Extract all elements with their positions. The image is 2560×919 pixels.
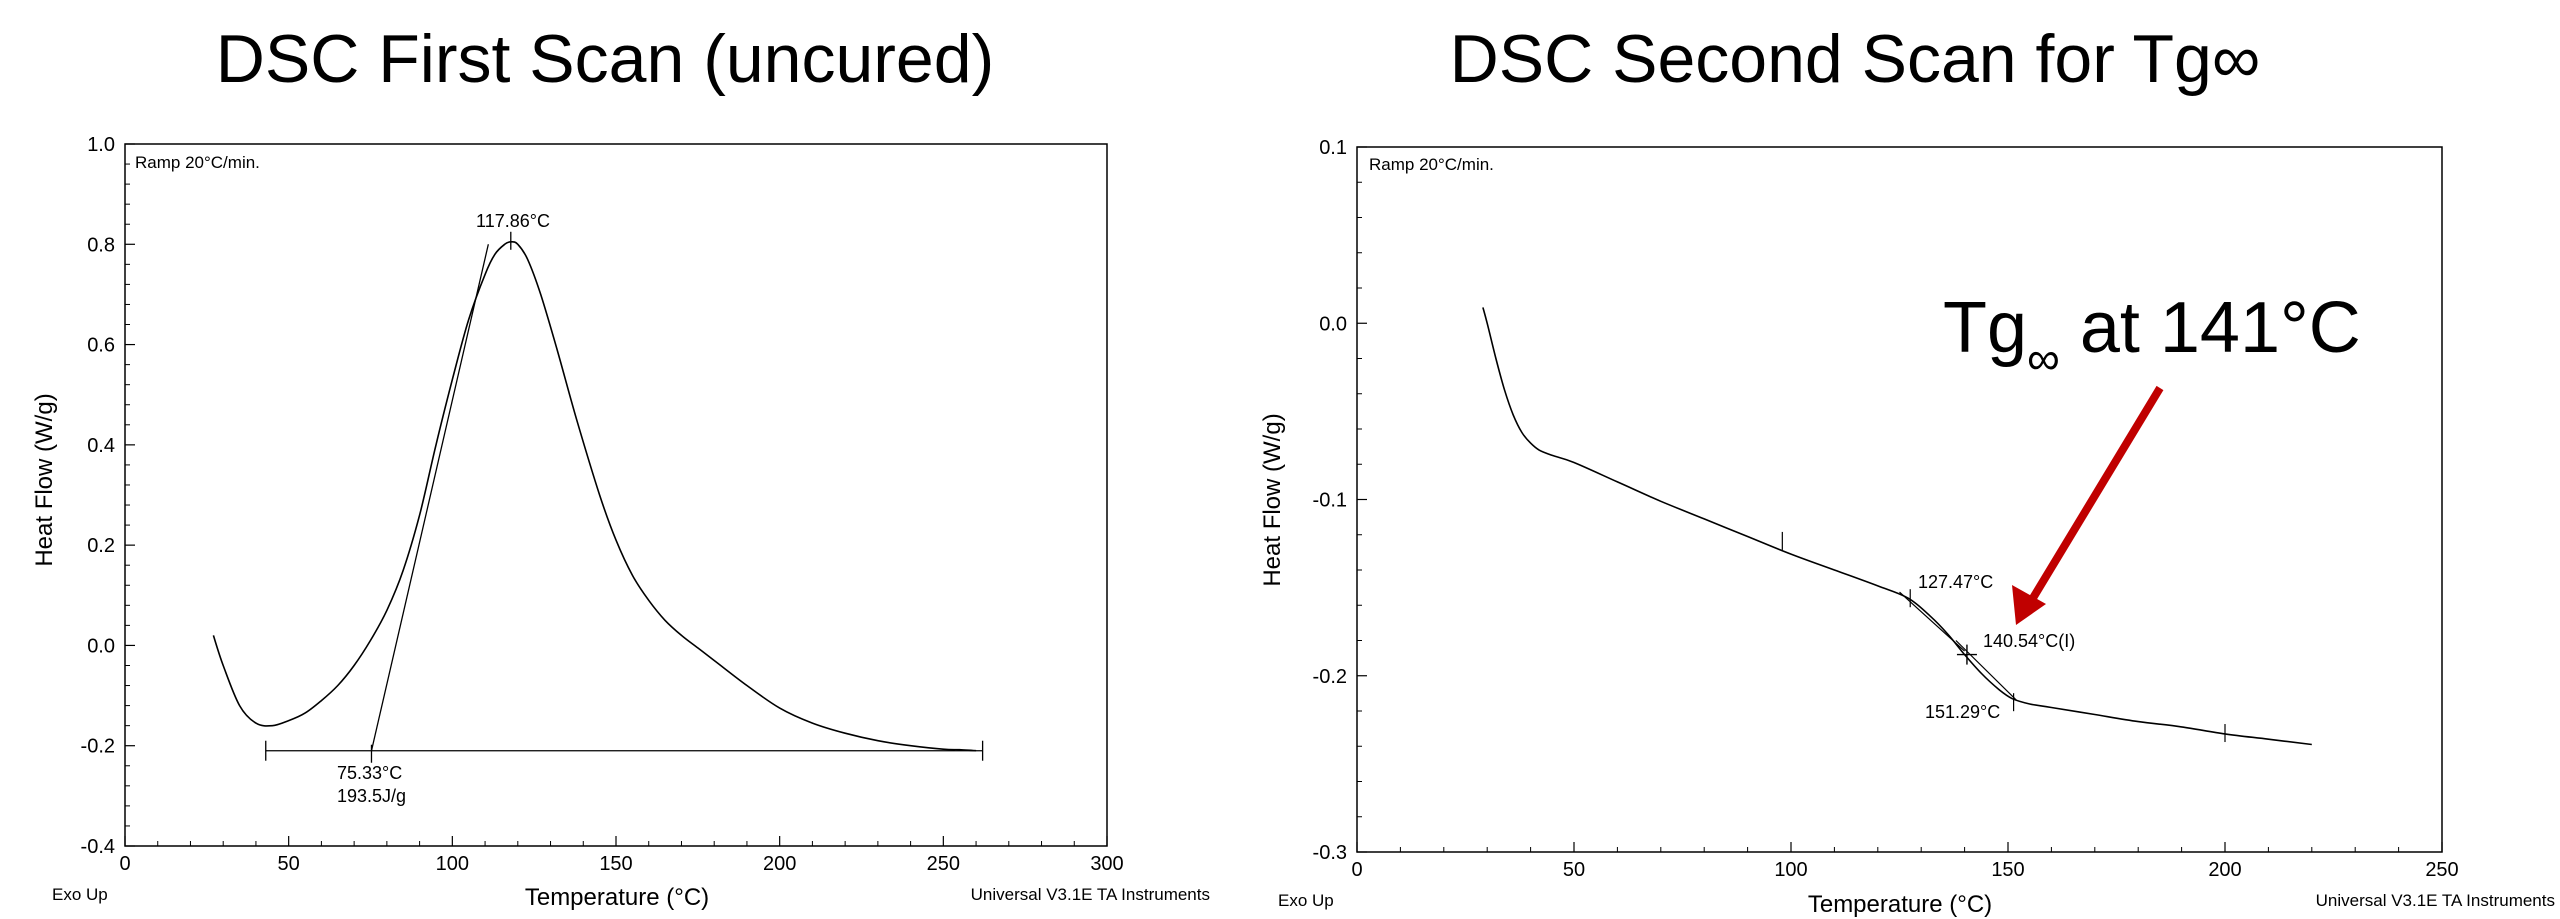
y-tick-label-0-6: 0.8: [87, 234, 115, 256]
x-tick-label-1-3: 150: [1991, 859, 2024, 881]
instrument-label-first: Universal V3.1E TA Instruments: [971, 885, 1210, 904]
y-tick-label-0-2: 0.0: [87, 635, 115, 657]
y-axis-label-first: Heat Flow (W/g): [31, 393, 58, 566]
onset-tangent-line: [370, 244, 489, 751]
x-tick-label-1-4: 200: [2208, 859, 2241, 881]
exo-up-label-second: Exo Up: [1278, 891, 1334, 910]
heat-flow-curve-0-0: [212, 240, 977, 752]
x-axis-label-first: Temperature (°C): [525, 884, 709, 911]
y-tick-label-1-2: -0.1: [1313, 490, 1347, 512]
y-tick-label-0-0: -0.4: [81, 836, 115, 858]
x-tick-label-1-2: 100: [1774, 859, 1807, 881]
y-tick-label-1-0: -0.3: [1313, 842, 1347, 864]
exo-up-label-first: Exo Up: [52, 885, 108, 904]
dynamic-chart-layer: 0 50 100 150 200 250 300 -0.4 -0.2 0.0 0.2 0.4 0.6 0.…: [81, 134, 2459, 881]
x-tick-label-0-4: 200: [763, 853, 796, 875]
y-tick-label-0-3: 0.2: [87, 535, 115, 557]
y-tick-label-0-1: -0.2: [81, 736, 115, 758]
end-temp-annotation: 151.29°C: [1925, 702, 2000, 722]
tg-callout-main: Tg: [1943, 288, 2027, 368]
plot-frame-1: [1356, 146, 2443, 853]
y-tick-label-1-1: -0.2: [1313, 666, 1347, 688]
y-tick-label-0-5: 0.6: [87, 335, 115, 357]
heat-flow-curve-1-0: [1482, 307, 2312, 746]
x-tick-label-0-0: 0: [119, 853, 130, 875]
onset-temp-annotation-second: 127.47°C: [1918, 572, 1993, 592]
tg-callout: Tg∞ at 141°C: [1943, 288, 2361, 384]
chart-title-first-scan: DSC First Scan (uncured): [215, 21, 995, 97]
ramp-label-second: Ramp 20°C/min.: [1369, 155, 1494, 174]
tg-onset-tangent: [1899, 591, 1966, 652]
tg-inflection-tangent: [1955, 640, 2018, 701]
x-tick-label-0-1: 50: [278, 853, 300, 875]
instrument-label-second: Universal V3.1E TA Instruments: [2316, 891, 2555, 910]
x-tick-label-0-2: 100: [436, 853, 469, 875]
x-tick-label-1-1: 50: [1563, 859, 1585, 881]
y-tick-label-0-7: 1.0: [87, 134, 115, 156]
y-axis-label-second: Heat Flow (W/g): [1259, 413, 1286, 586]
x-axis-label-second: Temperature (°C): [1808, 891, 1992, 918]
x-tick-label-1-5: 250: [2425, 859, 2458, 881]
tg-callout-arrow: [2029, 385, 2164, 601]
enthalpy-annotation: 193.5J/g: [337, 786, 406, 806]
x-tick-label-0-5: 250: [927, 853, 960, 875]
y-tick-label-1-3: 0.0: [1319, 313, 1347, 335]
inflection-temp-annotation: 140.54°C(I): [1983, 631, 2075, 651]
x-tick-label-0-6: 300: [1090, 853, 1123, 875]
ramp-label-first: Ramp 20°C/min.: [135, 153, 260, 172]
y-tick-label-1-4: 0.1: [1319, 137, 1347, 159]
chart-title-second-scan: DSC Second Scan for Tg∞: [1449, 21, 2261, 97]
x-tick-label-0-3: 150: [599, 853, 632, 875]
y-tick-label-0-4: 0.4: [87, 435, 115, 457]
tg-callout-subscript: ∞: [2027, 332, 2060, 384]
onset-temp-annotation-first: 75.33°C: [337, 763, 402, 783]
tg-callout-rest: at 141°C: [2060, 288, 2361, 368]
x-tick-label-1-0: 0: [1351, 859, 1362, 881]
tg-callout-arrowhead: [2012, 585, 2046, 625]
plot-frame-0: [124, 143, 1108, 847]
peak-temp-annotation: 117.86°C: [476, 211, 550, 231]
